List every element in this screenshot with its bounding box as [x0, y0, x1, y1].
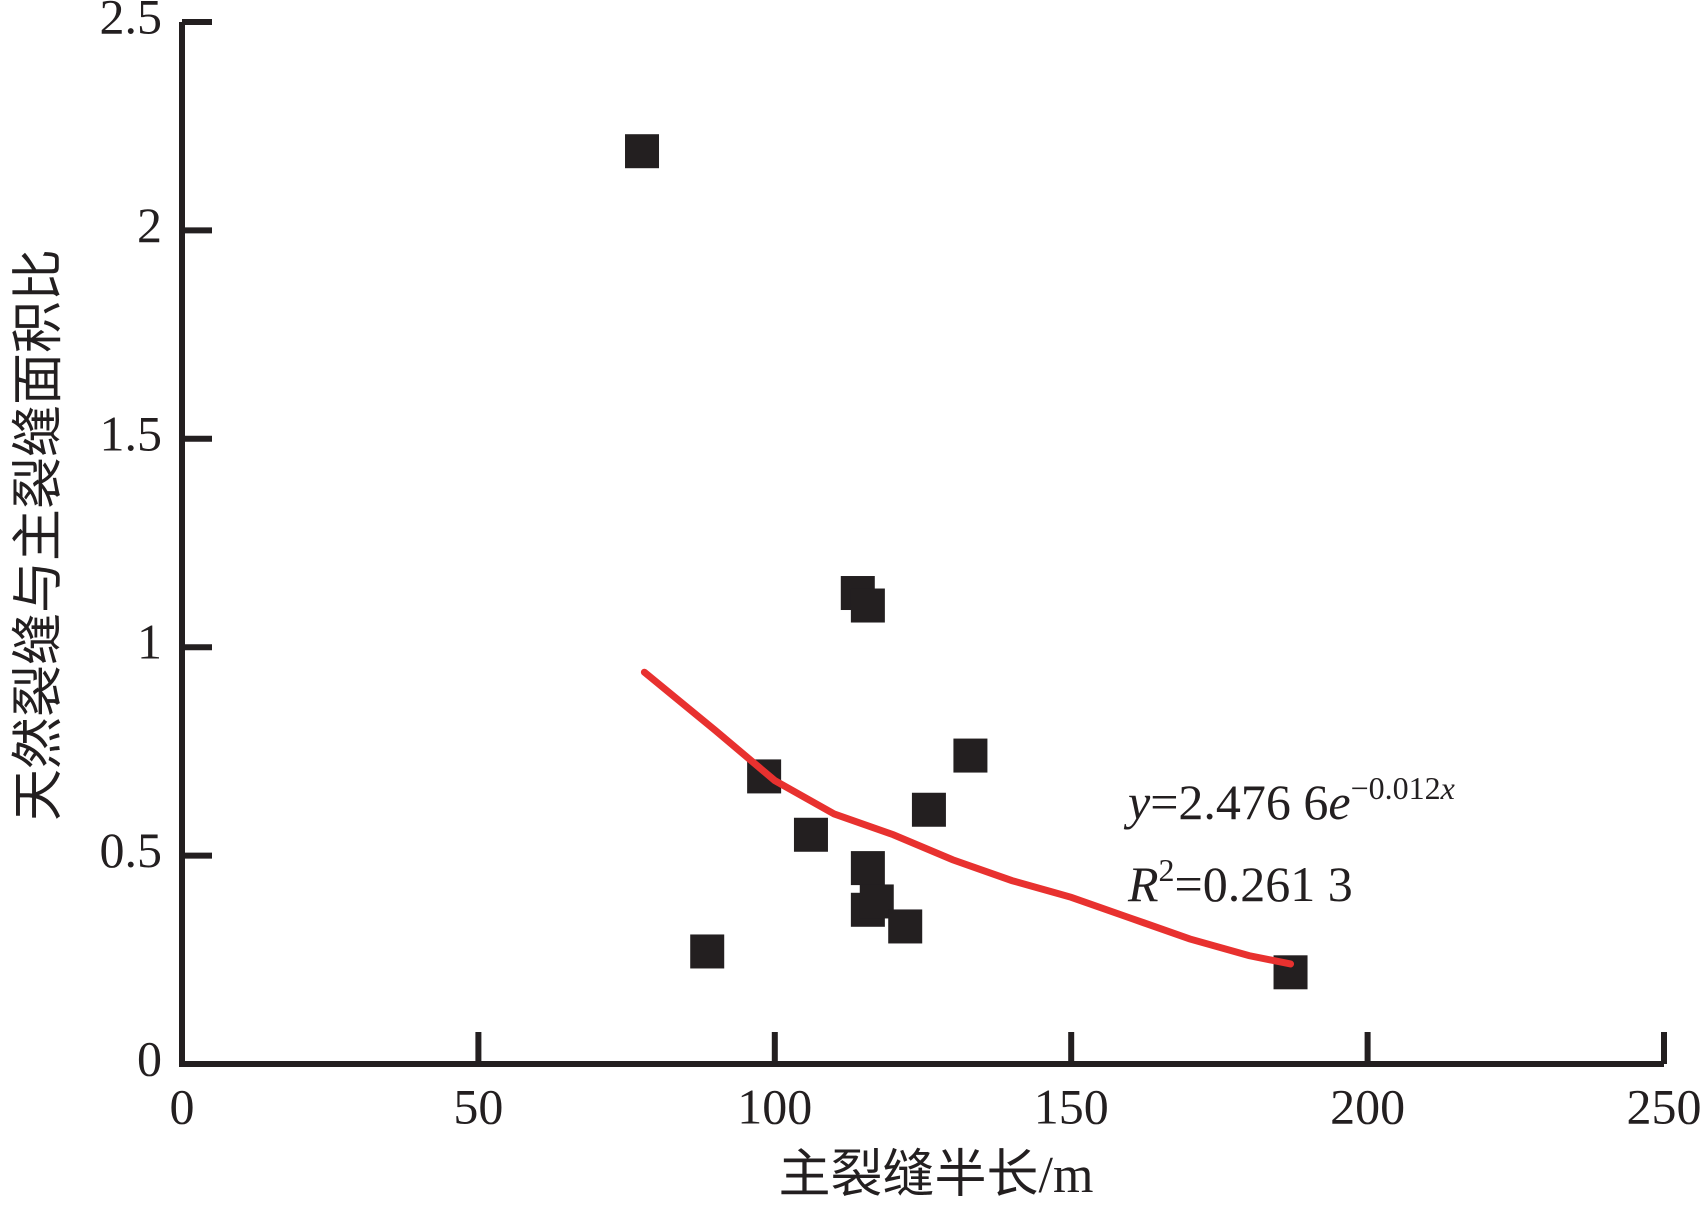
r-squared: R2=0.261 3 [1127, 852, 1353, 912]
y-axis-title: 天然裂缝与主裂缝面积比 [11, 249, 68, 821]
point [690, 934, 725, 969]
x-tick-label: 100 [737, 1078, 812, 1134]
y-tick-label: 2.5 [100, 0, 163, 44]
x-tick-label: 250 [1627, 1078, 1702, 1134]
x-tick-label: 200 [1330, 1078, 1405, 1134]
equation: y=2.476 6e−0.012x [1123, 770, 1455, 830]
equation-e: e [1328, 774, 1350, 830]
y-tick-label: 0.5 [100, 822, 163, 878]
equation-exp-var: x [1440, 770, 1455, 806]
point [793, 817, 828, 852]
point [850, 588, 885, 623]
equation-exp: −0.012 [1351, 770, 1441, 806]
axis-frame [179, 22, 1664, 1067]
y-tick-label: 1 [137, 614, 162, 670]
point [911, 792, 946, 827]
x-tick-label: 150 [1034, 1078, 1109, 1134]
x-tick-label: 50 [453, 1078, 503, 1134]
y-tick-label: 0 [137, 1030, 162, 1086]
x-tick-label: 0 [170, 1078, 195, 1134]
y-tick-label: 1.5 [100, 405, 163, 461]
y-tick-label: 2 [137, 197, 162, 253]
fit-curve [640, 668, 1295, 968]
r2-var: R [1127, 856, 1159, 912]
r2-exp: 2 [1159, 852, 1175, 888]
point [850, 851, 885, 886]
point [888, 909, 923, 944]
point [953, 738, 988, 773]
x-axis-title: 主裂缝半长/m [779, 1147, 1094, 1204]
equation-var: y [1123, 774, 1151, 830]
equation-coef: =2.476 6 [1150, 774, 1328, 830]
point [859, 884, 894, 919]
point [625, 134, 660, 169]
r2-value: =0.261 3 [1175, 856, 1353, 912]
